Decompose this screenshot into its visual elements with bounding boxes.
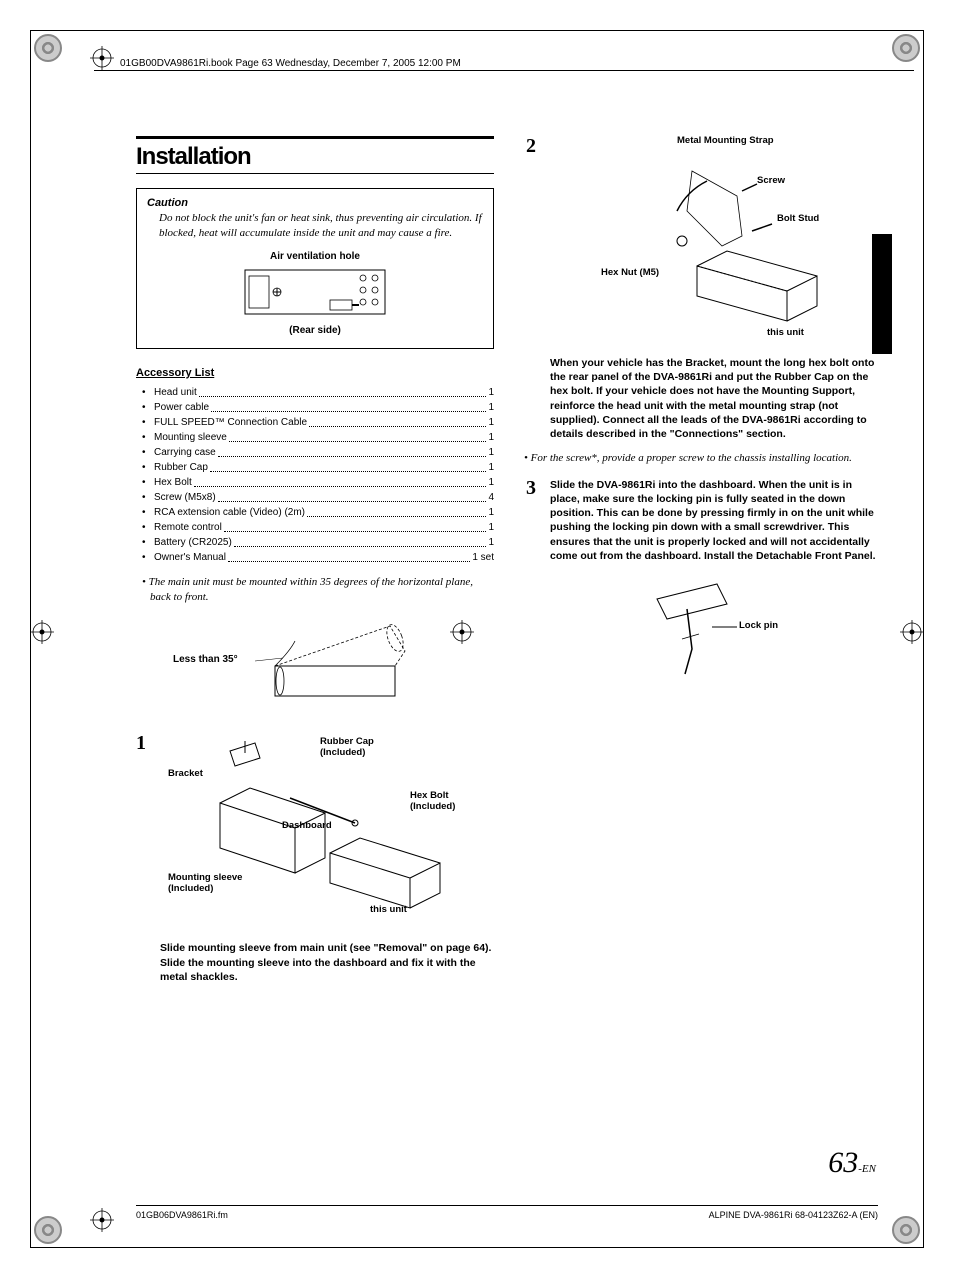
accessory-item: •Screw (M5x8)4 [142, 490, 494, 505]
label-strap: Metal Mounting Strap [677, 136, 774, 147]
step1-text: Slide mounting sleeve from main unit (se… [160, 941, 494, 984]
right-column: 2 [526, 136, 884, 994]
vent-label-top: Air ventilation hole [147, 251, 483, 262]
step-number: 2 [526, 136, 540, 441]
caution-text: Do not block the unit's fan or heat sink… [159, 211, 483, 241]
accessory-item: •Battery (CR2025)1 [142, 535, 494, 550]
label-bracket: Bracket [168, 769, 203, 780]
vent-label-bottom: (Rear side) [147, 325, 483, 336]
accessory-item: •Head unit1 [142, 385, 494, 400]
accessory-list: •Head unit1•Power cable1•FULL SPEED™ Con… [142, 385, 494, 565]
mounting-diagram: Metal Mounting Strap Screw Bolt Stud Hex… [587, 136, 847, 346]
label-hex-nut: Hex Nut (M5) [601, 268, 659, 279]
step3-text: Slide the DVA-9861Ri into the dashboard.… [550, 478, 884, 563]
accessory-item: •Carrying case1 [142, 445, 494, 460]
label-screw: Screw [757, 176, 785, 187]
install-diagram-1: Rubber Cap (Included) Bracket Hex Bolt (… [160, 733, 460, 933]
crop-mark-icon [90, 1208, 114, 1232]
section-heading: Installation [136, 136, 494, 174]
step2-note: • For the screw*, provide a proper screw… [532, 451, 884, 466]
header-rule [94, 70, 914, 71]
page-number: 63-EN [828, 1146, 876, 1180]
page-number-suffix: -EN [858, 1163, 876, 1175]
angle-label: Less than 35° [173, 654, 238, 665]
mount-note: • The main unit must be mounted within 3… [150, 575, 494, 605]
accessory-item: •Rubber Cap1 [142, 460, 494, 475]
accessory-heading: Accessory List [136, 367, 494, 379]
vent-diagram [235, 262, 395, 325]
accessory-item: •Owner's Manual1 set [142, 550, 494, 565]
accessory-item: •FULL SPEED™ Connection Cable1 [142, 415, 494, 430]
caution-title: Caution [147, 197, 483, 209]
label-this-unit-1: this unit [370, 905, 407, 916]
page-number-value: 63 [828, 1146, 858, 1179]
label-bolt-stud: Bolt Stud [777, 214, 819, 225]
step-2: 2 [526, 136, 884, 441]
registration-mark [34, 1216, 62, 1244]
registration-mark [892, 34, 920, 62]
step-1: 1 [136, 733, 494, 984]
registration-mark [892, 1216, 920, 1244]
accessory-item: •Mounting sleeve1 [142, 430, 494, 445]
footer: 01GB06DVA9861Ri.fm ALPINE DVA-9861Ri 68-… [136, 1205, 878, 1220]
step-number: 3 [526, 478, 540, 699]
main-content: Installation Caution Do not block the un… [136, 136, 884, 994]
angle-diagram: Less than 35° [215, 616, 415, 709]
label-rubber-cap: Rubber Cap (Included) [320, 737, 374, 759]
accessory-item: •Power cable1 [142, 400, 494, 415]
accessory-item: •Remote control1 [142, 520, 494, 535]
label-lock-pin: Lock pin [739, 621, 778, 632]
crop-mark-icon [900, 620, 924, 644]
crop-mark-icon [30, 620, 54, 644]
accessory-item: •RCA extension cable (Video) (2m)1 [142, 505, 494, 520]
lockpin-diagram: Lock pin [637, 579, 797, 699]
crop-mark-icon [90, 46, 114, 70]
footer-left: 01GB06DVA9861Ri.fm [136, 1210, 228, 1220]
header-filename: 01GB00DVA9861Ri.book Page 63 Wednesday, … [120, 58, 461, 69]
label-this-unit-2: this unit [767, 328, 804, 339]
accessory-item: •Hex Bolt1 [142, 475, 494, 490]
left-column: Installation Caution Do not block the un… [136, 136, 494, 994]
registration-mark [34, 34, 62, 62]
footer-right: ALPINE DVA-9861Ri 68-04123Z62-A (EN) [709, 1210, 878, 1220]
step-3: 3 Slide the DVA-9861Ri into the dashboar… [526, 478, 884, 699]
step-number: 1 [136, 733, 150, 984]
caution-box: Caution Do not block the unit's fan or h… [136, 188, 494, 349]
label-dashboard: Dashboard [282, 821, 332, 832]
step2-text: When your vehicle has the Bracket, mount… [550, 356, 884, 441]
label-mounting-sleeve: Mounting sleeve (Included) [168, 873, 242, 895]
label-hex-bolt: Hex Bolt (Included) [410, 791, 455, 813]
